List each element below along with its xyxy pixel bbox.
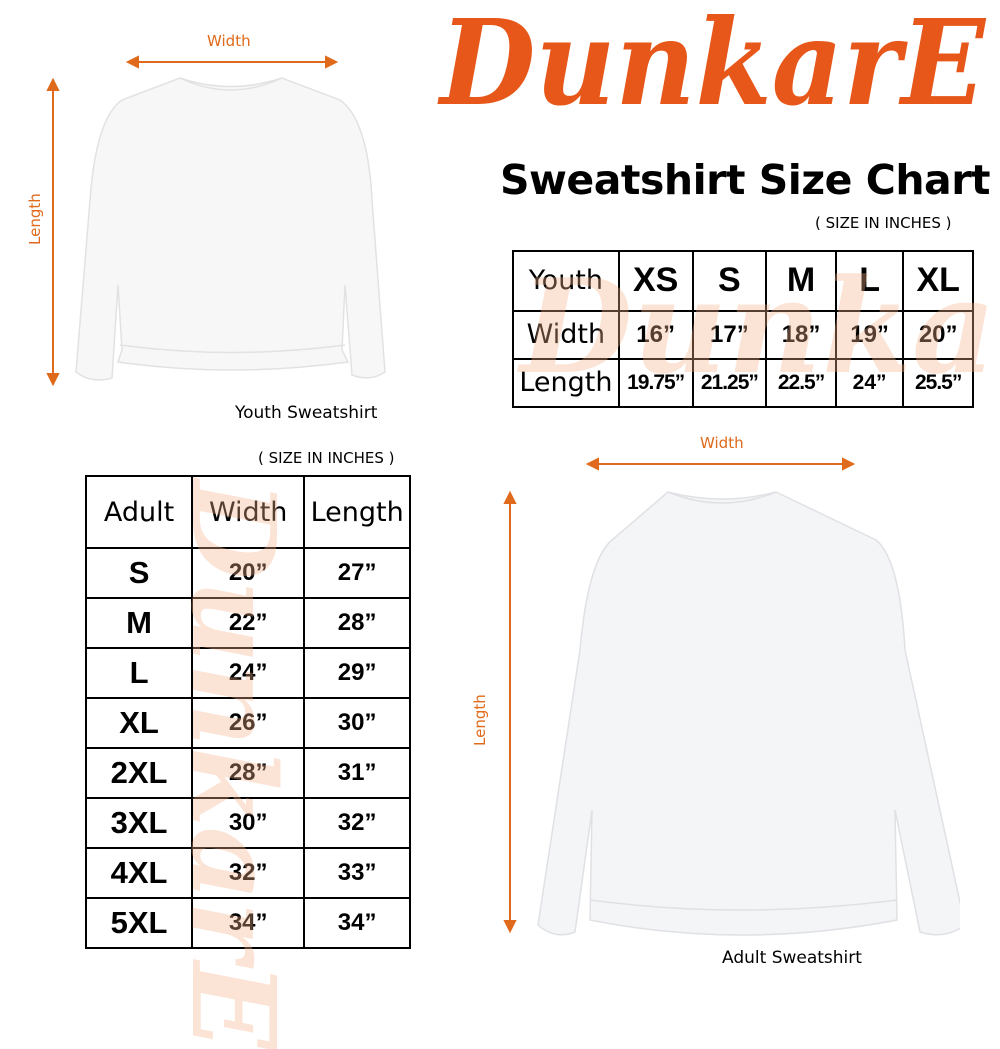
youth-size-xs: XS: [617, 250, 694, 312]
adult-size-row: 5XL 34” 34”: [84, 896, 411, 950]
cell: 19”: [834, 309, 905, 360]
cell: 25.5”: [902, 357, 974, 409]
size-label: 2XL: [84, 747, 194, 800]
adult-size-table: Adult Width Length S 20” 27” M 22” 28” L 24” 29”…: [84, 474, 411, 950]
adult-length-label: Length: [471, 694, 489, 746]
youth-header-label: Youth: [512, 250, 620, 312]
width-value: 32”: [191, 847, 306, 899]
length-value: 30”: [303, 697, 411, 750]
adult-sweatshirt-icon: [537, 491, 960, 936]
adult-caption: Adult Sweatshirt: [722, 948, 862, 968]
cell: 22.5”: [765, 357, 837, 409]
cell: 20”: [902, 309, 974, 360]
adult-length-arrow: [503, 490, 517, 934]
length-value: 31”: [303, 747, 411, 800]
size-label: XL: [84, 697, 194, 750]
cell: 16”: [617, 309, 694, 360]
adult-header-label: Adult: [84, 474, 194, 550]
adult-unit-note: ( SIZE IN INCHES ): [258, 449, 395, 467]
adult-size-row: 3XL 30” 32”: [84, 797, 411, 850]
youth-length-arrow: [46, 77, 60, 387]
length-value: 33”: [303, 847, 411, 899]
width-value: 20”: [191, 547, 306, 600]
cell: 21.25”: [691, 357, 768, 409]
youth-length-row: Length 19.75” 21.25” 22.5” 24” 25.5”: [512, 357, 974, 409]
youth-width-label: Width: [207, 32, 251, 50]
youth-unit-note: ( SIZE IN INCHES ): [815, 214, 952, 232]
width-value: 24”: [191, 647, 306, 700]
youth-header-row: Youth XS S M L XL: [512, 250, 974, 312]
youth-size-s: S: [691, 250, 768, 312]
page-title: Sweatshirt Size Chart: [500, 156, 991, 204]
brand-logo: DunkarE: [437, 0, 987, 132]
length-value: 28”: [303, 597, 411, 650]
youth-size-table: Youth XS S M L XL Width 16” 17” 18” 19” …: [512, 250, 974, 409]
width-value: 30”: [191, 797, 306, 850]
adult-size-row: 4XL 32” 33”: [84, 847, 411, 899]
adult-header-row: Adult Width Length: [84, 474, 411, 550]
length-value: 29”: [303, 647, 411, 700]
adult-size-row: XL 26” 30”: [84, 697, 411, 750]
cell: 24”: [834, 357, 905, 409]
youth-size-l: L: [834, 250, 905, 312]
size-label: L: [84, 647, 194, 700]
width-value: 22”: [191, 597, 306, 650]
adult-size-row: 2XL 28” 31”: [84, 747, 411, 800]
youth-sweatshirt-figure: [46, 55, 386, 387]
adult-size-row: L 24” 29”: [84, 647, 411, 700]
adult-size-row: S 20” 27”: [84, 547, 411, 600]
youth-size-m: M: [765, 250, 837, 312]
adult-header-length: Length: [303, 474, 411, 550]
svg-text:DunkarE: DunkarE: [437, 0, 987, 132]
size-label: S: [84, 547, 194, 600]
size-label: M: [84, 597, 194, 650]
length-value: 32”: [303, 797, 411, 850]
cell: 19.75”: [617, 357, 694, 409]
size-label: 5XL: [84, 896, 194, 950]
adult-sweatshirt-figure: [503, 457, 960, 936]
width-value: 28”: [191, 747, 306, 800]
adult-width-arrow: [585, 457, 856, 471]
youth-size-xl: XL: [902, 250, 974, 312]
youth-caption: Youth Sweatshirt: [235, 403, 378, 423]
width-value: 34”: [191, 896, 306, 950]
adult-width-label: Width: [700, 434, 744, 452]
cell: 18”: [765, 309, 837, 360]
youth-width-arrow: [125, 55, 339, 69]
size-label: 3XL: [84, 797, 194, 850]
row-label: Length: [512, 357, 620, 409]
size-label: 4XL: [84, 847, 194, 899]
row-label: Width: [512, 309, 620, 360]
width-value: 26”: [191, 697, 306, 750]
youth-sweatshirt-icon: [75, 77, 386, 381]
youth-length-label: Length: [26, 193, 44, 245]
youth-width-row: Width 16” 17” 18” 19” 20”: [512, 309, 974, 360]
length-value: 34”: [303, 896, 411, 950]
length-value: 27”: [303, 547, 411, 600]
adult-size-row: M 22” 28”: [84, 597, 411, 650]
adult-header-width: Width: [191, 474, 306, 550]
cell: 17”: [691, 309, 768, 360]
